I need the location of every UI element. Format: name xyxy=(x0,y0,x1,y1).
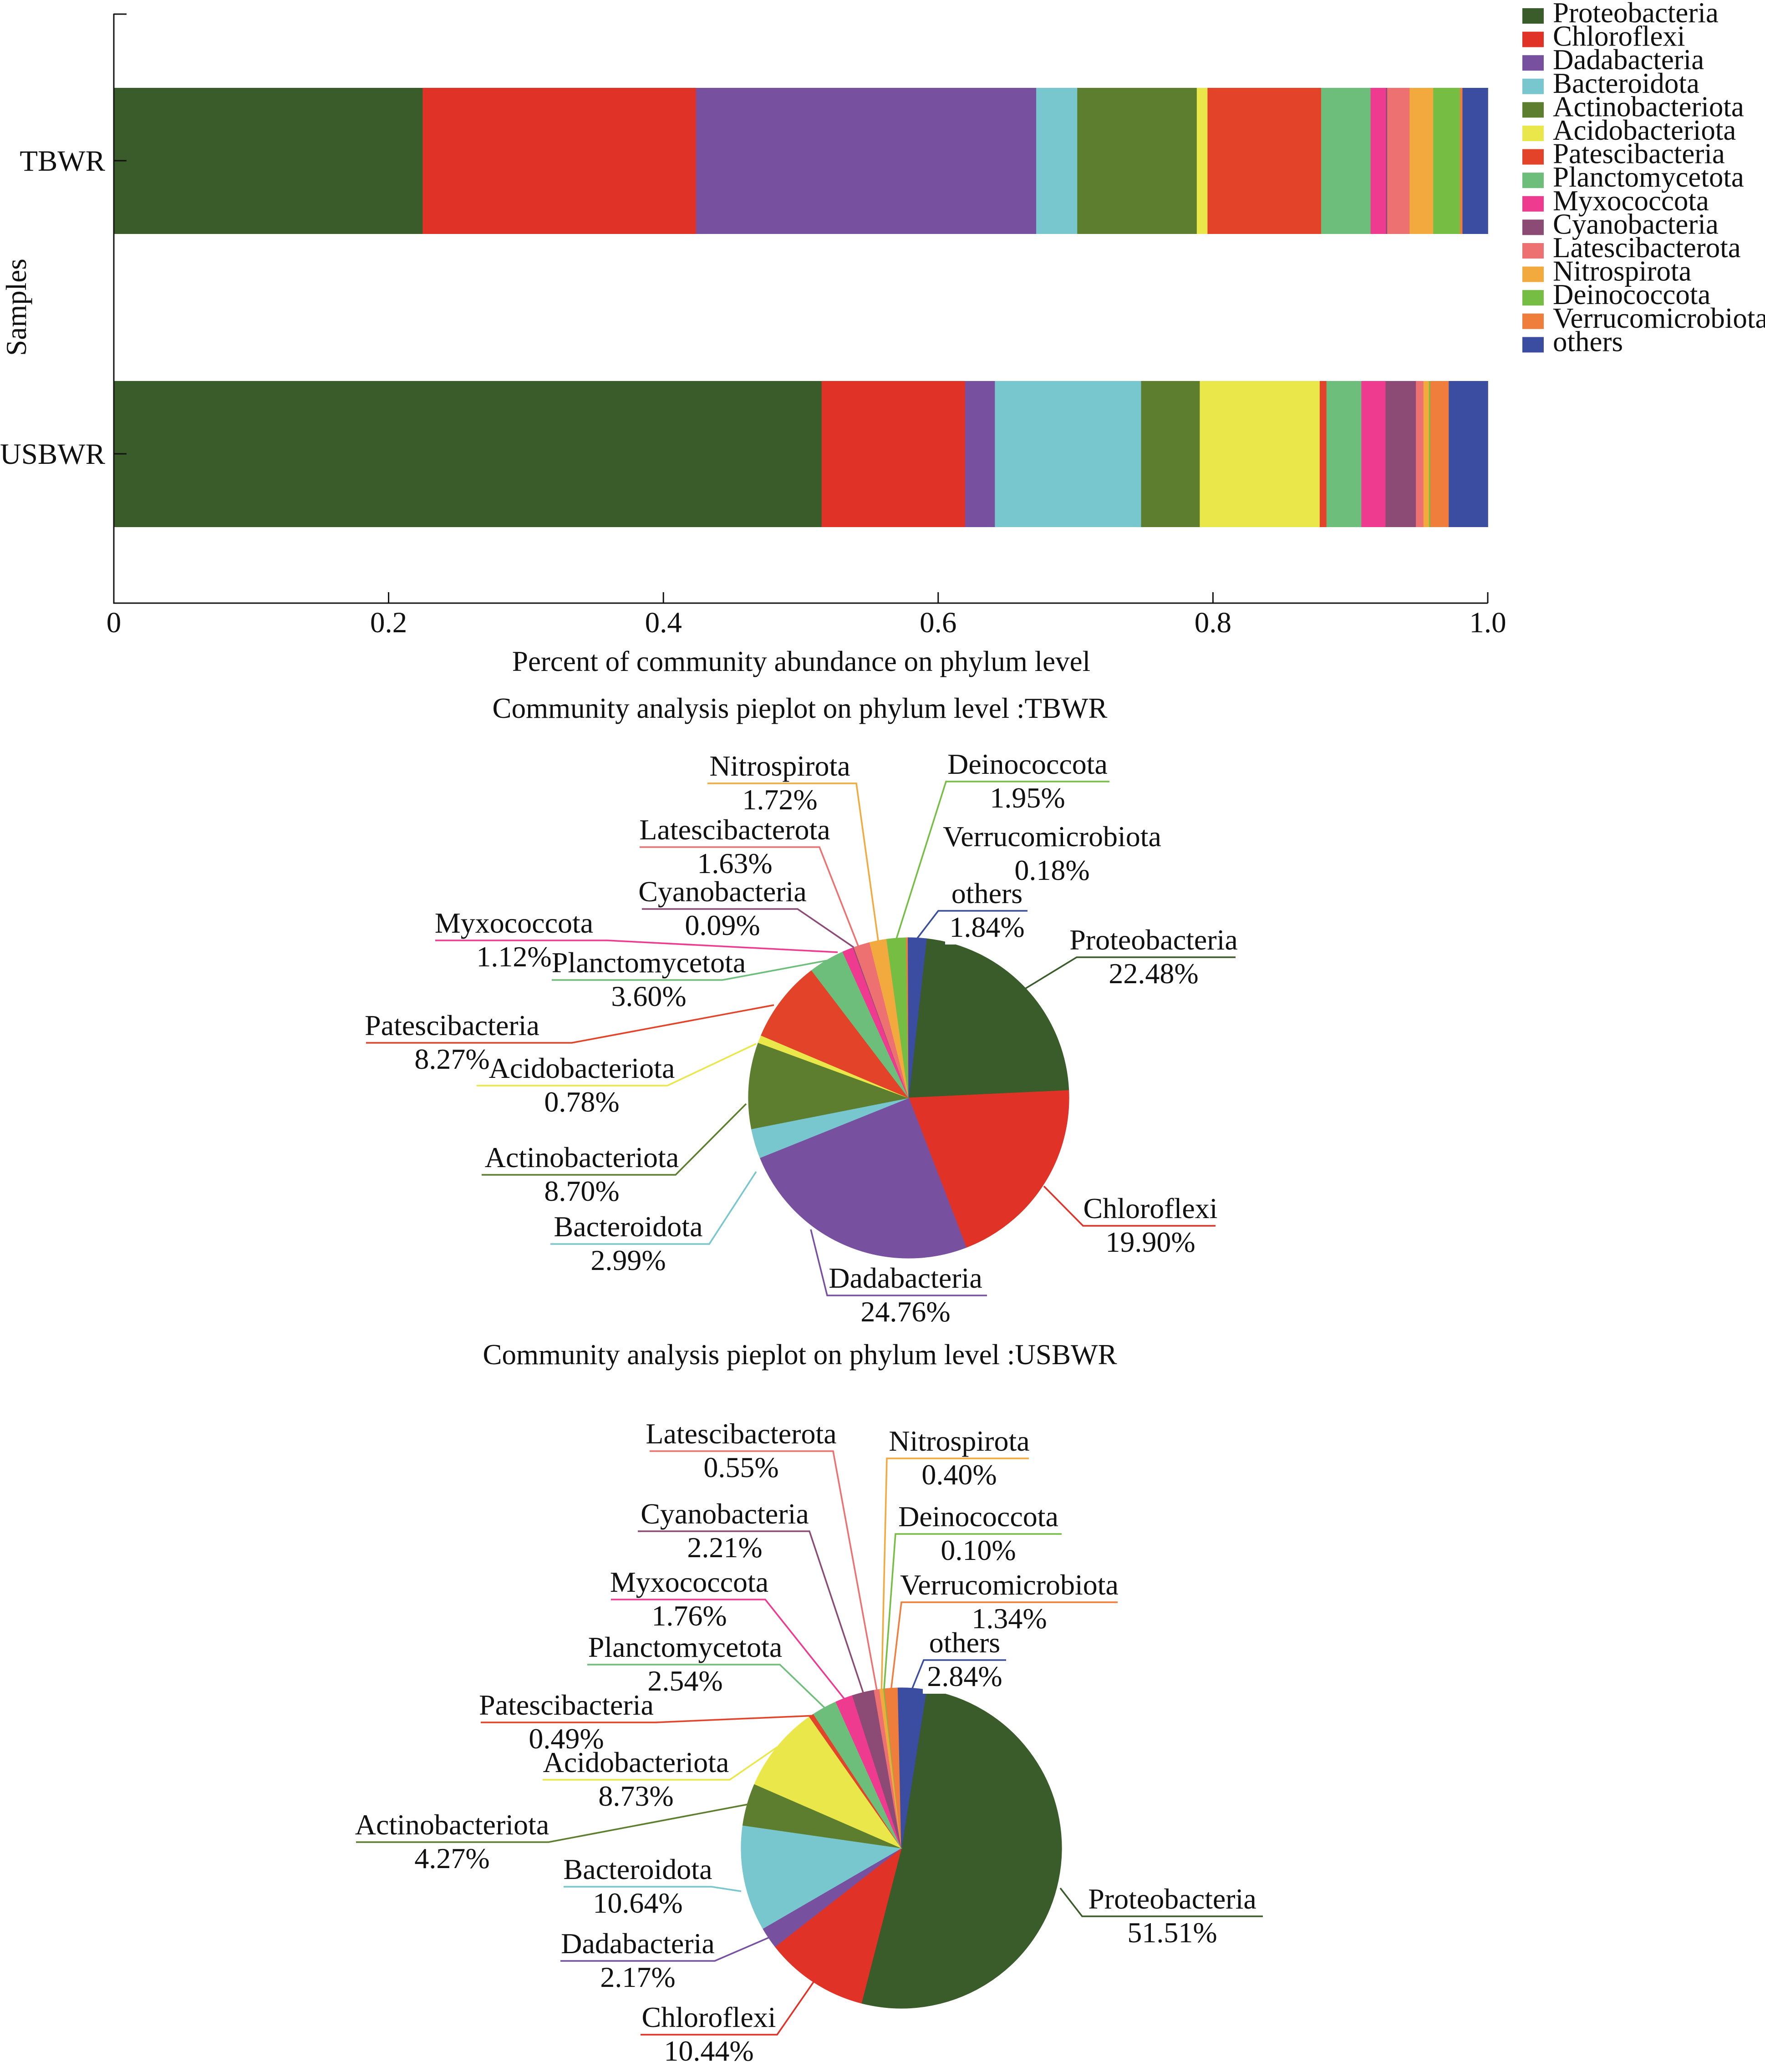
svg-text:0.78%: 0.78% xyxy=(544,1086,619,1118)
svg-text:0.4: 0.4 xyxy=(645,606,682,639)
svg-text:0.09%: 0.09% xyxy=(685,909,760,941)
svg-text:8.27%: 8.27% xyxy=(414,1043,489,1075)
svg-text:8.73%: 8.73% xyxy=(598,1780,673,1812)
svg-text:Actinobacteriota: Actinobacteriota xyxy=(1553,91,1744,122)
svg-text:Bacteroidota: Bacteroidota xyxy=(564,1853,712,1885)
svg-text:Patescibacteria: Patescibacteria xyxy=(1553,138,1725,170)
svg-text:Dadabacteria: Dadabacteria xyxy=(829,1262,982,1294)
svg-text:0.10%: 0.10% xyxy=(941,1534,1016,1566)
svg-text:Acidobacteriota: Acidobacteriota xyxy=(1553,114,1736,146)
svg-text:USBWR: USBWR xyxy=(0,438,106,471)
svg-text:Acidobacteriota: Acidobacteriota xyxy=(489,1052,675,1084)
svg-text:Patescibacteria: Patescibacteria xyxy=(365,1009,539,1041)
svg-text:others: others xyxy=(951,877,1022,909)
svg-text:Chloroflexi: Chloroflexi xyxy=(641,2001,776,2033)
svg-text:2.17%: 2.17% xyxy=(600,1961,675,1993)
svg-text:Myxococcota: Myxococcota xyxy=(1553,185,1709,217)
svg-text:24.76%: 24.76% xyxy=(860,1295,950,1328)
svg-text:Planctomycetota: Planctomycetota xyxy=(1553,161,1744,193)
svg-text:1.12%: 1.12% xyxy=(476,940,551,973)
svg-text:Bacteroidota: Bacteroidota xyxy=(1553,67,1699,99)
svg-text:Proteobacteria: Proteobacteria xyxy=(1553,0,1719,29)
svg-text:2.54%: 2.54% xyxy=(647,1665,722,1697)
svg-text:10.64%: 10.64% xyxy=(593,1887,682,1919)
svg-text:0.55%: 0.55% xyxy=(703,1451,778,1483)
svg-text:others: others xyxy=(1553,325,1623,357)
svg-text:Proteobacteria: Proteobacteria xyxy=(1069,924,1238,956)
svg-text:Nitrospirota: Nitrospirota xyxy=(1553,255,1691,287)
svg-text:51.51%: 51.51% xyxy=(1127,1916,1217,1949)
svg-text:4.27%: 4.27% xyxy=(414,1842,489,1874)
svg-text:Patescibacteria: Patescibacteria xyxy=(479,1689,654,1721)
svg-text:Chloroflexi: Chloroflexi xyxy=(1553,20,1685,52)
svg-text:Latescibacterota: Latescibacterota xyxy=(646,1417,836,1450)
svg-text:1.34%: 1.34% xyxy=(972,1602,1047,1635)
svg-text:Bacteroidota: Bacteroidota xyxy=(554,1210,703,1243)
svg-text:Deinococcota: Deinococcota xyxy=(947,748,1108,780)
svg-text:Proteobacteria: Proteobacteria xyxy=(1088,1883,1256,1915)
svg-text:Cyanobacteria: Cyanobacteria xyxy=(1553,208,1719,240)
svg-text:2.84%: 2.84% xyxy=(927,1660,1002,1692)
svg-text:0.8: 0.8 xyxy=(1195,606,1231,639)
svg-text:Myxococcota: Myxococcota xyxy=(435,907,593,939)
svg-text:8.70%: 8.70% xyxy=(544,1175,619,1207)
svg-text:Verrucomicrobiota: Verrucomicrobiota xyxy=(1553,302,1765,334)
svg-text:Cyanobacteria: Cyanobacteria xyxy=(638,875,807,908)
svg-text:1.84%: 1.84% xyxy=(949,911,1024,943)
svg-text:others: others xyxy=(929,1626,1000,1659)
svg-text:Planctomycetota: Planctomycetota xyxy=(588,1631,783,1663)
svg-text:0.18%: 0.18% xyxy=(1014,854,1089,886)
svg-text:1.63%: 1.63% xyxy=(697,847,772,879)
svg-text:TBWR: TBWR xyxy=(20,145,105,178)
svg-text:Nitrospirota: Nitrospirota xyxy=(709,750,850,782)
svg-text:Latescibacterota: Latescibacterota xyxy=(639,813,830,846)
svg-text:Chloroflexi: Chloroflexi xyxy=(1083,1192,1217,1224)
svg-text:Community analysis pieplot on: Community analysis pieplot on phylum lev… xyxy=(493,692,1108,724)
svg-text:Verrucomicrobiota: Verrucomicrobiota xyxy=(900,1569,1119,1601)
svg-text:1.0: 1.0 xyxy=(1469,606,1506,639)
svg-text:10.44%: 10.44% xyxy=(664,2035,753,2067)
svg-text:Samples: Samples xyxy=(0,259,32,356)
svg-text:0.2: 0.2 xyxy=(370,606,407,639)
svg-text:Nitrospirota: Nitrospirota xyxy=(889,1425,1029,1457)
svg-text:2.21%: 2.21% xyxy=(687,1531,762,1564)
svg-text:1.95%: 1.95% xyxy=(990,782,1065,814)
svg-text:Acidobacteriota: Acidobacteriota xyxy=(543,1746,729,1778)
svg-text:Planctomycetota: Planctomycetota xyxy=(552,946,746,979)
svg-text:Myxococcota: Myxococcota xyxy=(610,1566,768,1598)
svg-text:0.6: 0.6 xyxy=(920,606,956,639)
svg-text:Percent of community abundance: Percent of community abundance on phylum… xyxy=(512,645,1090,677)
svg-text:22.48%: 22.48% xyxy=(1109,957,1198,990)
svg-text:2.99%: 2.99% xyxy=(590,1244,666,1276)
svg-text:0.40%: 0.40% xyxy=(921,1458,997,1491)
svg-text:Deinococcota: Deinococcota xyxy=(898,1500,1058,1533)
svg-text:Actinobacteriota: Actinobacteriota xyxy=(355,1808,549,1841)
svg-text:Dadabacteria: Dadabacteria xyxy=(561,1927,715,1960)
svg-text:19.90%: 19.90% xyxy=(1105,1226,1195,1258)
svg-text:1.76%: 1.76% xyxy=(651,1600,727,1632)
svg-text:1.72%: 1.72% xyxy=(742,783,817,816)
svg-text:Actinobacteriota: Actinobacteriota xyxy=(485,1141,679,1173)
svg-text:0: 0 xyxy=(107,606,122,639)
svg-text:Latescibacterota: Latescibacterota xyxy=(1553,232,1741,264)
svg-text:Verrucomicrobiota: Verrucomicrobiota xyxy=(943,820,1161,853)
svg-text:Community analysis pieplot on: Community analysis pieplot on phylum lev… xyxy=(483,1339,1117,1371)
svg-text:3.60%: 3.60% xyxy=(611,980,686,1012)
svg-text:Dadabacteria: Dadabacteria xyxy=(1553,44,1704,76)
svg-text:Cyanobacteria: Cyanobacteria xyxy=(641,1498,809,1530)
svg-text:0.49%: 0.49% xyxy=(529,1722,604,1755)
svg-text:Deinococcota: Deinococcota xyxy=(1553,279,1710,310)
